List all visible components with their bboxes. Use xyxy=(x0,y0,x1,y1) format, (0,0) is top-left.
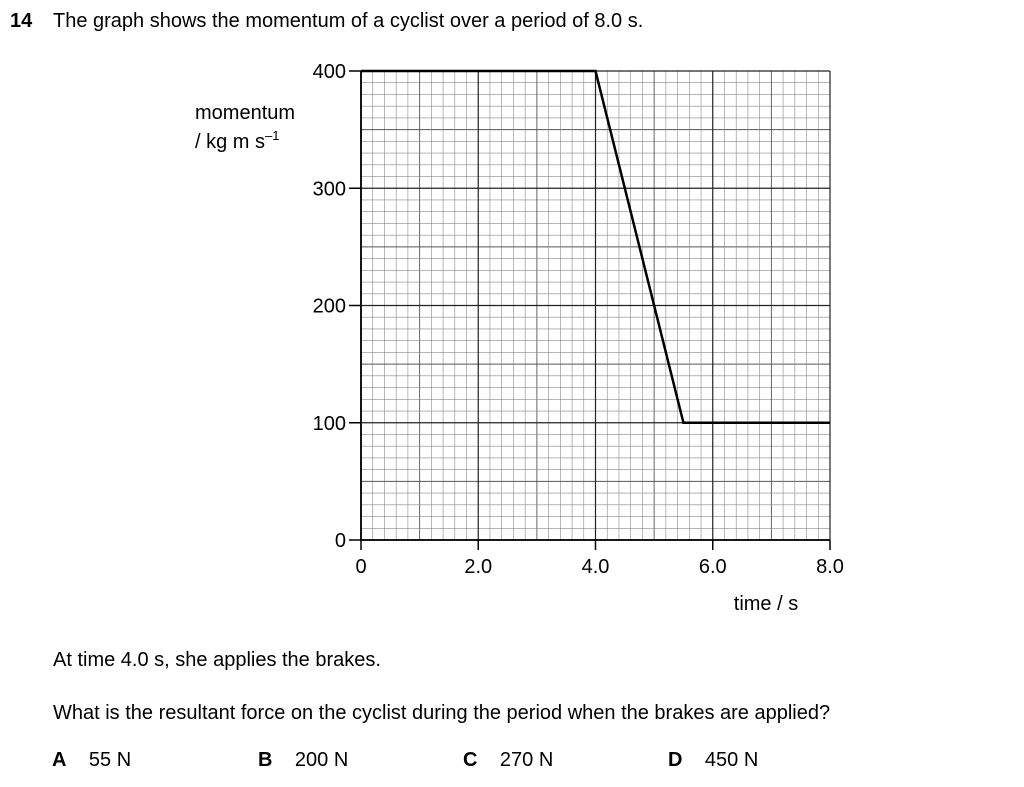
option-d-letter: D xyxy=(668,749,683,771)
option-c-value: 270 N xyxy=(499,749,554,771)
y-tick-label: 300 xyxy=(313,178,346,200)
option-d-value: 450 N xyxy=(704,749,759,771)
option-b[interactable]: B 200 N xyxy=(258,749,348,772)
y-axis-unit-text: / kg m s xyxy=(195,131,265,153)
x-tick-label: 6.0 xyxy=(699,556,727,578)
option-d[interactable]: D 450 N xyxy=(668,749,758,772)
y-tick-label: 200 xyxy=(313,296,346,318)
y-axis-label-unit: / kg m s–1 xyxy=(195,128,279,153)
option-c[interactable]: C 270 N xyxy=(463,749,553,772)
x-tick-label: 0 xyxy=(355,556,366,578)
x-tick-label: 8.0 xyxy=(816,556,844,578)
option-a-letter: A xyxy=(52,749,67,771)
momentum-series-line xyxy=(361,69,830,424)
option-b-value: 200 N xyxy=(294,749,349,771)
x-axis-label: time / s xyxy=(734,593,798,615)
y-axis-unit-superscript: –1 xyxy=(265,128,279,143)
option-a[interactable]: A 55 N xyxy=(52,749,131,772)
option-c-letter: C xyxy=(463,749,478,771)
axis-ticks: 0 100 200 300 400 0 2.0 4.0 6.0 8.0 xyxy=(313,61,844,578)
x-tick-label: 2.0 xyxy=(464,556,492,578)
y-tick-label: 100 xyxy=(313,413,346,435)
question-statement: At time 4.0 s, she applies the brakes. xyxy=(53,649,381,671)
y-axis-label-quantity: momentum xyxy=(195,102,295,124)
x-tick-label: 4.0 xyxy=(582,556,610,578)
y-tick-label: 0 xyxy=(335,530,346,552)
option-a-value: 55 N xyxy=(88,749,132,771)
question-prompt: What is the resultant force on the cycli… xyxy=(53,702,831,724)
question-number: 14 xyxy=(10,10,33,32)
question-stem: The graph shows the momentum of a cyclis… xyxy=(53,10,644,32)
y-tick-label: 400 xyxy=(313,61,346,83)
series-group xyxy=(361,69,830,424)
option-b-letter: B xyxy=(258,749,273,771)
